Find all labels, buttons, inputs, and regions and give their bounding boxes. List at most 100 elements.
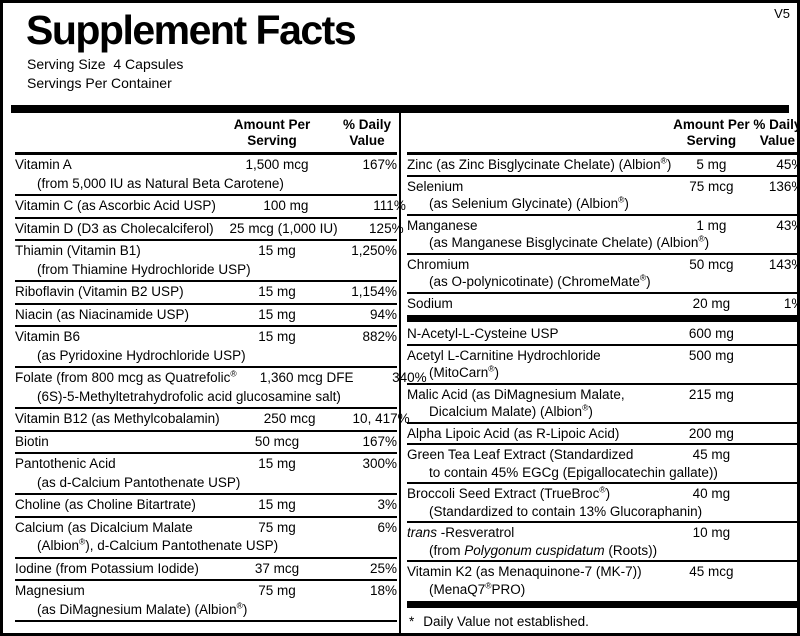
amount-value: 215 mg: [688, 386, 734, 402]
amount-value: 15 mg: [258, 456, 296, 471]
daily-value: 43%: [776, 217, 797, 233]
footnote-asterisk: *: [409, 614, 415, 629]
nutrient-name: Vitamin C (as Ascorbic Acid USP): [15, 198, 216, 213]
nutrient-row: Malic Acid (as DiMagnesium Malate, 215 mg…: [407, 382, 797, 422]
separator-bar-top: [11, 105, 789, 113]
nutrient-main-line: Alpha Lipoic Acid (as R-Lipoic Acid) 200 …: [407, 425, 797, 443]
nutrient-main-line: N-Acetyl-L-Cysteine USP 600 mg *: [407, 325, 797, 343]
amount-value: 600 mg: [688, 326, 734, 341]
nutrient-main-line: Selenium 75 mcg 136%: [407, 178, 797, 196]
daily-value: 1%: [783, 295, 797, 311]
daily-value-label: % Daily Value: [342, 117, 392, 148]
nutrient-row: Biotin 50 mcg 167%: [15, 429, 397, 453]
daily-value: 94%: [369, 306, 397, 322]
nutrient-detail: (6S)-5-Methyltetrahydrofolic acid glucos…: [37, 388, 341, 404]
nutrient-detail: (Albion®), d-Calcium Pantothenate USP): [37, 536, 279, 553]
amount-value: 15 mg: [258, 284, 296, 299]
nutrient-row: Thiamin (Vitamin B1) 15 mg 1,250% (from Thi…: [15, 239, 397, 280]
nutrient-row: Vitamin B12 (as Methylcobalamin) 250 mcg 1…: [15, 407, 410, 430]
footnote: * Daily Value not established.: [407, 610, 797, 633]
nutrient-name: Biotin: [15, 433, 49, 449]
registered-trademark-symbol: ®: [485, 580, 492, 590]
nutrient-name: Calcium (as Dicalcium Malate: [15, 519, 193, 535]
daily-value: *: [751, 524, 797, 542]
nutrient-row: Iodine (from Potassium Iodide) 37 mcg 25%: [15, 556, 397, 580]
nutrient-row: Vitamin C (as Ascorbic Acid USP) 100 mg 11…: [15, 194, 406, 217]
nutrient-name: Vitamin B6: [15, 329, 81, 344]
nutrient-name: Vitamin B12 (as Methylcobalamin): [15, 411, 220, 426]
right-column-header: Amount Per Serving % Daily Value: [407, 113, 797, 155]
nutrient-detail: (as d-Calcium Pantothenate USP): [37, 474, 241, 490]
nutrient-row: Riboflavin (Vitamin B2 USP) 15 mg 1,154%: [15, 280, 397, 303]
nutrient-row: Niacin (as Niacinamide USP) 15 mg 94%: [15, 302, 397, 326]
nutrient-main-line: Vitamin D (D3 as Cholecalciferol) 25 mcg …: [15, 220, 404, 239]
nutrient-detail: (MitoCarn®): [429, 363, 500, 380]
daily-value: 167%: [362, 157, 397, 172]
nutrient-row: Broccoli Seed Extract (TrueBroc®) 40 mg * (…: [407, 482, 797, 521]
daily-value: 6%: [377, 519, 397, 535]
nutrient-main-line: Magnesium 75 mg 18%: [15, 582, 397, 601]
amount-value: 20 mg: [692, 295, 731, 311]
nutrient-main-line: Acetyl L-Carnitine Hydrochloride 500 mg *: [407, 347, 797, 365]
registered-trademark-symbol: ®: [230, 368, 237, 379]
daily-value: *: [751, 325, 797, 343]
nutrient-main-line: Choline (as Choline Bitartrate) 15 mg 3%: [15, 496, 397, 515]
nutrient-detail: (as Selenium Glycinate) (Albion®): [429, 194, 629, 211]
amount-value: 15 mg: [258, 306, 296, 322]
daily-value: 1,250%: [351, 243, 397, 258]
nutrient-detail: (from 5,000 IU as Natural Beta Carotene): [37, 175, 284, 191]
amount-value: 15 mg: [258, 497, 296, 512]
daily-value: 3%: [377, 497, 397, 512]
nutrient-name: Chromium: [407, 256, 470, 272]
amount-value: 50 mcg: [689, 256, 734, 272]
amount-value: 75 mcg: [689, 178, 734, 194]
amount-value: 25 mcg (1,000 IU): [229, 220, 338, 236]
registered-trademark-symbol: ®: [488, 363, 495, 374]
nutrient-main-line: Pantothenic Acid 15 mg 300%: [15, 455, 397, 474]
amount-per-serving-header: Amount Per Serving: [207, 117, 337, 149]
daily-value: 111%: [373, 198, 406, 213]
left-rows: Vitamin A 1,500 mcg 167% (from 5,000 IU as …: [15, 155, 427, 633]
nutrient-row: Zinc (as Zinc Bisglycinate Chelate) (Alb…: [407, 155, 797, 175]
amount-value: 1,360 mcg DFE: [259, 370, 354, 385]
nutrient-row: Selenium 75 mcg 136% (as Selenium Glycinate…: [407, 174, 797, 214]
nutrient-main-line: Vitamin A 1,500 mcg 167%: [15, 156, 397, 175]
registered-trademark-symbol: ®: [582, 402, 589, 413]
amount-value: 100 mg: [263, 198, 309, 213]
text-segment: (from: [429, 542, 465, 558]
daily-value: *: [751, 425, 797, 443]
nutrient-row: Sodium 20 mg 1%: [407, 291, 797, 314]
registered-trademark-symbol: ®: [599, 484, 606, 495]
daily-value: *: [751, 563, 797, 581]
nutrient-row: Pantothenic Acid 15 mg 300% (as d-Calcium P…: [15, 452, 397, 493]
amount-value: 50 mcg: [254, 433, 300, 449]
nutrient-name: Vitamin A: [15, 157, 72, 172]
daily-value: 18%: [369, 583, 397, 598]
nutrient-row: Choline (as Choline Bitartrate) 15 mg 3%: [15, 493, 397, 516]
nutrient-row: Vitamin K2 (as Menaquinone-7 (MK-7)) 45 m…: [407, 560, 797, 599]
nutrient-row: N-Acetyl-L-Cysteine USP 600 mg *: [407, 324, 797, 344]
nutrient-name: Selenium: [407, 178, 464, 194]
nutrient-detail: (as Pyridoxine Hydrochloride USP): [37, 347, 246, 363]
nutrient-name: Vitamin K2 (as Menaquinone-7 (MK-7)): [407, 564, 642, 579]
nutrient-main-line: Vitamin B12 (as Methylcobalamin) 250 mcg 1…: [15, 410, 410, 429]
amount-per-serving-label: Amount Per Serving: [673, 117, 750, 148]
nutrient-name: Broccoli Seed Extract (TrueBroc®): [407, 484, 611, 501]
nutrient-name: trans -Resveratrol: [407, 524, 671, 542]
nutrient-main-line: Folate (from 800 mcg as Quatrefolic® 1,36…: [15, 368, 427, 388]
nutrient-main-line: Thiamin (Vitamin B1) 15 mg 1,250%: [15, 242, 397, 261]
nutrient-main-line: Chromium 50 mcg 143%: [407, 256, 797, 274]
nutrient-row: Magnesium 75 mg 18% (as DiMagnesium Malate)…: [15, 579, 397, 622]
daily-value: *: [751, 446, 797, 464]
nutrient-name: Folate (from 800 mcg as Quatrefolic®: [15, 368, 237, 385]
nutrient-detail: (from Polygonum cuspidatum (Roots)): [407, 542, 797, 560]
nutrient-main-line: Green Tea Leaf Extract (Standardized 45 m…: [407, 446, 797, 464]
nutrient-main-line: Broccoli Seed Extract (TrueBroc®) 40 mg *: [407, 484, 797, 503]
nutrient-row: Calcium (as Dicalcium Malate 75 mg 6% (Albi…: [15, 515, 397, 557]
registered-trademark-symbol: ®: [660, 155, 667, 166]
daily-value: 10, 417%: [352, 411, 410, 426]
registered-trademark-symbol: ®: [698, 233, 705, 244]
amount-value: 75 mg: [258, 583, 296, 598]
nutrient-name: Green Tea Leaf Extract (Standardized: [407, 447, 634, 462]
